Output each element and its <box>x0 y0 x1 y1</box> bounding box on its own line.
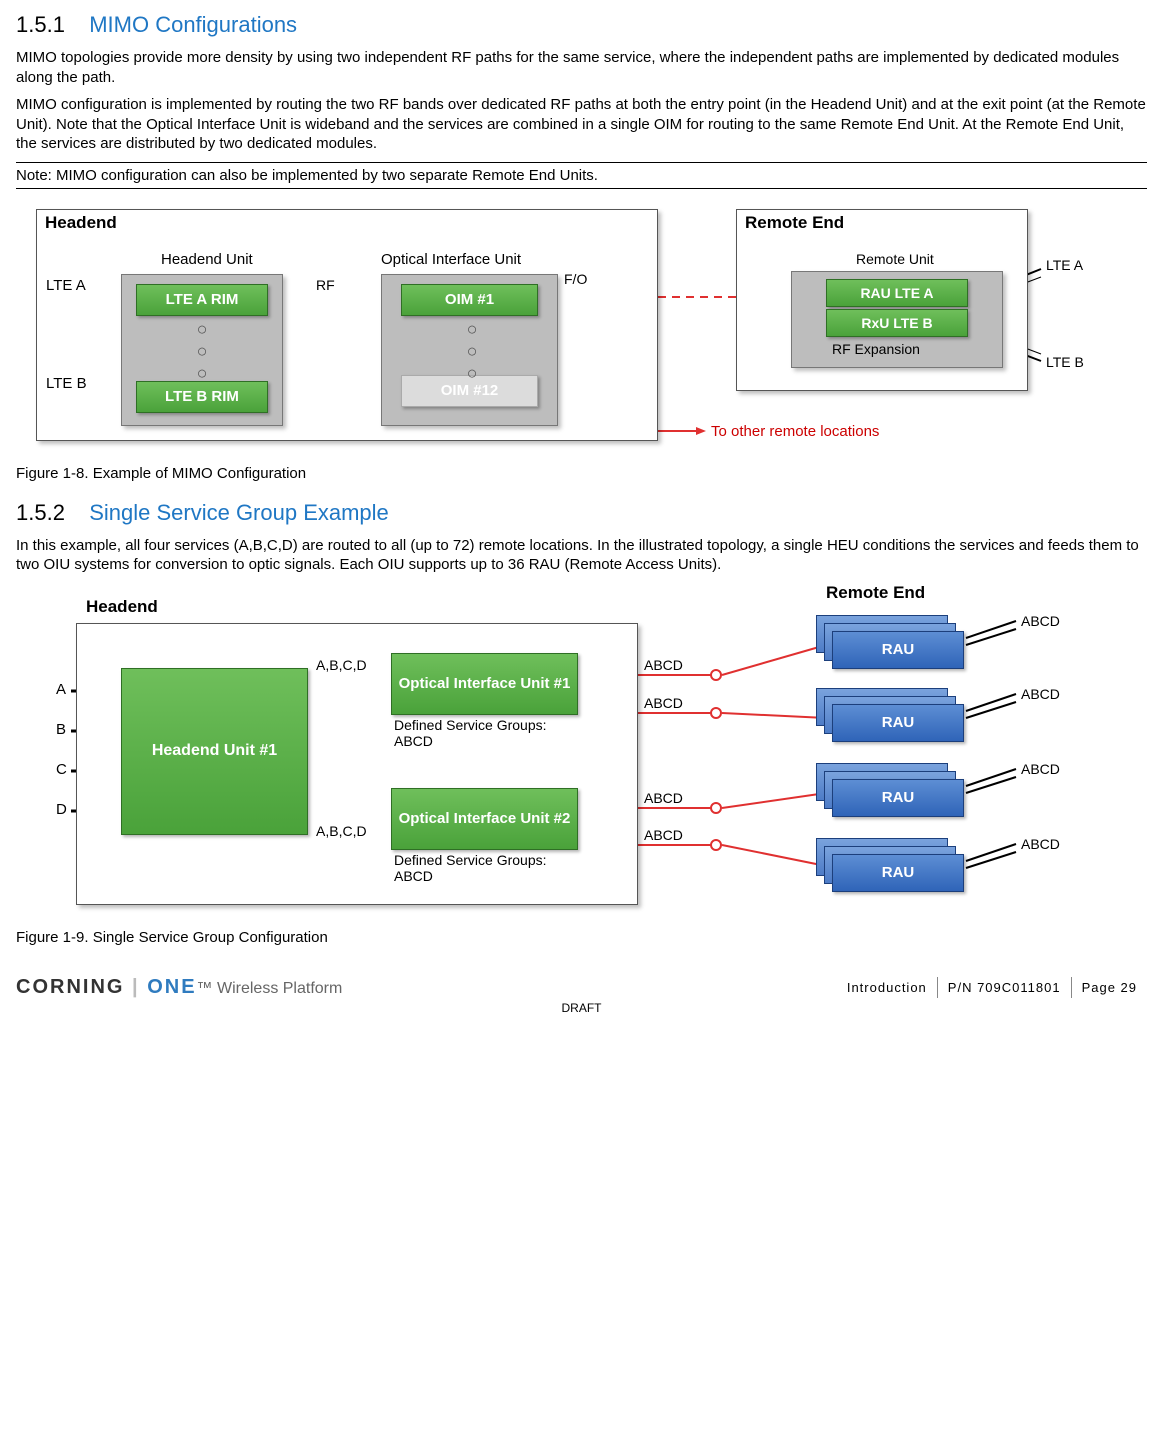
figure-1-8: Headend Headend Unit Optical Interface U… <box>16 199 1116 459</box>
headend-unit-label: Headend Unit <box>161 251 253 268</box>
headend-label: Headend <box>86 597 158 617</box>
lte-b-out-label: LTE B <box>1046 354 1084 370</box>
paragraph: In this example, all four services (A,B,… <box>16 536 1147 575</box>
rau-box: RAU <box>832 854 964 892</box>
brand-corning: CORNING <box>16 976 124 998</box>
rau-box: RAU <box>832 779 964 817</box>
oim1-box: OIM #1 <box>401 284 538 316</box>
heu1-box: Headend Unit #1 <box>121 668 308 835</box>
b-label: B <box>56 721 66 738</box>
paragraph: MIMO topologies provide more density by … <box>16 48 1147 87</box>
oiu-label: Optical Interface Unit <box>381 251 521 268</box>
dots-icon: ○○○ <box>191 319 212 385</box>
rau-box: RAU <box>832 704 964 742</box>
fo-label: F/O <box>564 271 587 287</box>
abcd-out: ABCD <box>1021 686 1060 702</box>
abcd-out: ABCD <box>644 695 683 711</box>
a-label: A <box>56 681 66 698</box>
abcd-out: ABCD <box>644 657 683 673</box>
section-title: Single Service Group Example <box>89 500 389 525</box>
d-label: D <box>56 801 67 818</box>
abcd-out: ABCD <box>1021 836 1060 852</box>
abcd-out: ABCD <box>644 790 683 806</box>
draft-watermark: DRAFT <box>16 1001 1147 1015</box>
rau-lte-a-box: RAU LTE A <box>826 279 968 307</box>
paragraph: MIMO configuration is implemented by rou… <box>16 95 1147 154</box>
page-footer: CORNING | ONE™ Wireless Platform Introdu… <box>16 976 1147 999</box>
lte-a-out-label: LTE A <box>1046 257 1083 273</box>
figure-1-9: Headend Remote End A B C D Headend Unit … <box>16 583 1116 923</box>
lte-b-label: LTE B <box>46 375 87 392</box>
footer-meta: Introduction P/N 709C011801 Page 29 <box>837 977 1147 998</box>
abcd-out: ABCD <box>644 827 683 843</box>
lte-a-label: LTE A <box>46 277 86 294</box>
abcd-out: ABCD <box>1021 761 1060 777</box>
dsg-label: Defined Service Groups: ABCD <box>394 717 584 749</box>
section-heading: 1.5.1 MIMO Configurations <box>16 12 1147 38</box>
remote-end-label: Remote End <box>745 213 844 233</box>
section-number: 1.5.1 <box>16 12 65 37</box>
footer-page: Page 29 <box>1071 977 1147 998</box>
figure-caption: Figure 1-9. Single Service Group Configu… <box>16 929 1147 946</box>
oiu2-box: Optical Interface Unit #2 <box>391 788 578 850</box>
remote-unit-label: Remote Unit <box>856 251 934 267</box>
lte-b-rim-box: LTE B RIM <box>136 381 268 413</box>
figure-caption: Figure 1-8. Example of MIMO Configuratio… <box>16 465 1147 482</box>
brand-wp: ™ Wireless Platform <box>197 980 343 997</box>
to-other-label: To other remote locations <box>711 423 879 440</box>
rf-expansion-label: RF Expansion <box>832 341 920 357</box>
footer-pn: P/N 709C011801 <box>937 977 1071 998</box>
headend-label: Headend <box>45 213 117 233</box>
abcd-label: A,B,C,D <box>316 657 367 673</box>
footer-section: Introduction <box>837 977 937 998</box>
note-text: Note: MIMO configuration can also be imp… <box>16 167 598 184</box>
oiu1-box: Optical Interface Unit #1 <box>391 653 578 715</box>
brand-one: ONE <box>147 976 196 998</box>
rf-label: RF <box>316 277 335 293</box>
remote-end-label: Remote End <box>826 583 925 603</box>
section-heading: 1.5.2 Single Service Group Example <box>16 500 1147 526</box>
rxu-lte-b-box: RxU LTE B <box>826 309 968 337</box>
brand-logo: CORNING | ONE™ Wireless Platform <box>16 976 342 999</box>
lte-a-rim-box: LTE A RIM <box>136 284 268 316</box>
note-box: Note: MIMO configuration can also be imp… <box>16 162 1147 189</box>
section-number: 1.5.2 <box>16 500 65 525</box>
dsg-label: Defined Service Groups: ABCD <box>394 852 584 884</box>
c-label: C <box>56 761 67 778</box>
section-title: MIMO Configurations <box>89 12 297 37</box>
dots-icon: ○○○ <box>461 319 482 385</box>
abcd-out: ABCD <box>1021 613 1060 629</box>
rau-box: RAU <box>832 631 964 669</box>
abcd-label: A,B,C,D <box>316 823 367 839</box>
